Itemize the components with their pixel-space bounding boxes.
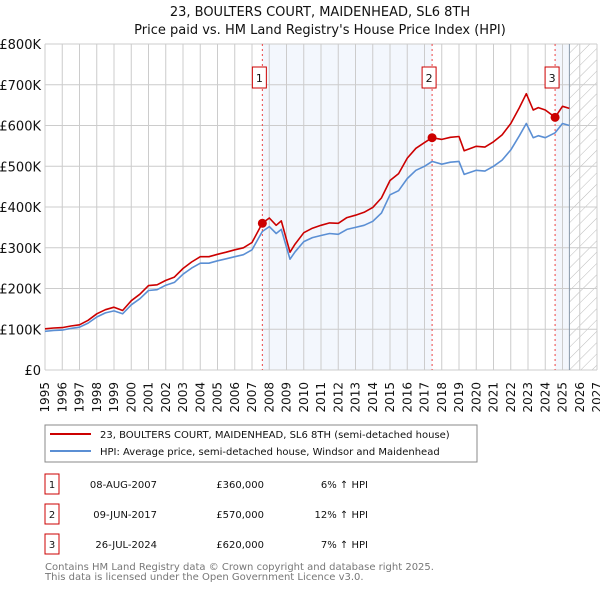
table-row-hpi: 12% ↑ HPI xyxy=(315,510,368,521)
x-tick-label: 2008 xyxy=(262,382,276,413)
x-tick-label: 1995 xyxy=(38,382,52,413)
table-row-hpi: 7% ↑ HPI xyxy=(321,540,368,551)
x-tick-label: 1999 xyxy=(107,382,121,413)
y-tick-label: £100K xyxy=(0,323,41,338)
sale-label-box xyxy=(251,66,267,89)
sale-label-box xyxy=(421,66,437,89)
x-tick-label: 2001 xyxy=(142,382,156,413)
table-row-number: 1 xyxy=(49,480,55,491)
table-row-number-box xyxy=(44,533,60,555)
x-tick-label: 2015 xyxy=(383,382,397,413)
sales-table: 1 08-AUG-2007 £360,000 6% ↑ HPI 2 09-JUN-2017… xyxy=(44,473,368,555)
y-tick-label: £500K xyxy=(0,160,41,175)
y-tick-label: £0 xyxy=(24,364,41,379)
x-tick-label: 2002 xyxy=(159,382,173,413)
x-tick-label: 2025 xyxy=(556,382,570,413)
sale-label-box xyxy=(544,66,560,89)
x-tick-label: 2011 xyxy=(314,382,328,413)
x-tick-label: 2019 xyxy=(452,382,466,413)
x-tick-label: 2000 xyxy=(124,382,138,413)
x-tick-label: 2020 xyxy=(469,382,483,413)
x-tick-label: 2003 xyxy=(176,382,190,413)
sale-label: 1 xyxy=(256,72,263,85)
footer-copyright: Contains HM Land Registry data © Crown c… xyxy=(45,562,434,573)
table-row-date: 09-JUN-2017 xyxy=(93,510,157,521)
legend-label-hpi: HPI: Average price, semi-detached house,… xyxy=(100,447,440,458)
sale-point xyxy=(427,133,437,143)
property-price-line xyxy=(44,92,570,330)
sale-point xyxy=(257,218,267,228)
y-tick-label: £800K xyxy=(0,38,41,53)
table-row-price: £570,000 xyxy=(216,510,264,521)
x-tick-label: 2006 xyxy=(228,382,242,413)
x-tick-label: 2010 xyxy=(297,382,311,413)
x-tick-label: 1996 xyxy=(55,382,69,413)
x-tick-label: 2018 xyxy=(435,382,449,413)
legend-label-property: 23, BOULTERS COURT, MAIDENHEAD, SL6 8TH … xyxy=(100,430,450,441)
x-tick-label: 2016 xyxy=(400,382,414,413)
legend: 23, BOULTERS COURT, MAIDENHEAD, SL6 8TH … xyxy=(44,424,478,463)
x-tick-label: 2022 xyxy=(504,382,518,413)
y-tick-label: £400K xyxy=(0,201,41,216)
y-tick-label: £200K xyxy=(0,283,41,298)
hpi-line xyxy=(44,122,570,333)
x-tick-label: 2023 xyxy=(521,382,535,413)
sale-label: 2 xyxy=(426,72,433,85)
chart-subtitle: Price paid vs. HM Land Registry's House … xyxy=(134,23,506,38)
y-tick-label: £300K xyxy=(0,242,41,257)
table-row-price: £620,000 xyxy=(216,540,264,551)
x-tick-label: 2004 xyxy=(193,382,207,413)
footer-licence: This data is licensed under the Open Gov… xyxy=(44,572,364,583)
x-tick-label: 2017 xyxy=(418,382,432,413)
legend-box xyxy=(44,424,478,463)
table-row-hpi: 6% ↑ HPI xyxy=(321,480,368,491)
table-row-price: £360,000 xyxy=(216,480,264,491)
x-tick-label: 2009 xyxy=(280,382,294,413)
y-tick-label: £600K xyxy=(0,120,41,135)
table-row-number: 3 xyxy=(49,540,55,551)
x-tick-label: 2014 xyxy=(366,382,380,413)
sale-point xyxy=(550,112,560,122)
x-tick-label: 2012 xyxy=(331,382,345,413)
table-row-date: 08-AUG-2007 xyxy=(90,480,157,491)
table-row-number: 2 xyxy=(49,510,55,521)
x-tick-label: 1997 xyxy=(73,382,87,413)
table-row-number-box xyxy=(44,503,60,525)
x-tick-label: 2024 xyxy=(538,382,552,413)
x-tick-label: 2005 xyxy=(211,382,225,413)
x-tick-label: 2027 xyxy=(590,382,600,413)
sale-label: 3 xyxy=(549,72,556,85)
x-tick-label: 2007 xyxy=(245,382,259,413)
x-tick-label: 1998 xyxy=(90,382,104,413)
x-tick-label: 2026 xyxy=(573,382,587,413)
chart-title: 23, BOULTERS COURT, MAIDENHEAD, SL6 8TH xyxy=(170,5,470,20)
x-tick-label: 2021 xyxy=(487,382,501,413)
x-tick-label: 2013 xyxy=(349,382,363,413)
table-row-number-box xyxy=(44,473,60,495)
y-tick-label: £700K xyxy=(0,79,41,94)
table-row-date: 26-JUL-2024 xyxy=(95,540,157,551)
